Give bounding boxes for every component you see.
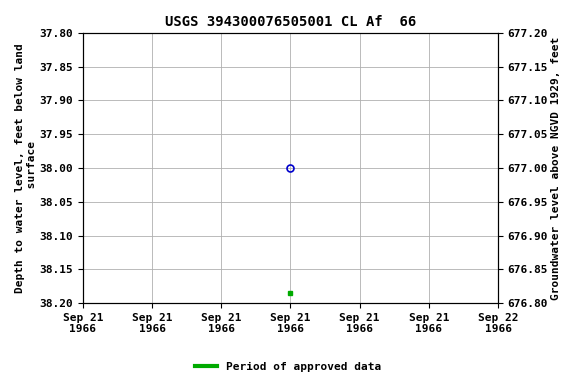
Y-axis label: Depth to water level, feet below land
 surface: Depth to water level, feet below land su…: [15, 43, 37, 293]
Legend: Period of approved data: Period of approved data: [191, 358, 385, 377]
Y-axis label: Groundwater level above NGVD 1929, feet: Groundwater level above NGVD 1929, feet: [551, 36, 561, 300]
Title: USGS 394300076505001 CL Af  66: USGS 394300076505001 CL Af 66: [165, 15, 416, 29]
